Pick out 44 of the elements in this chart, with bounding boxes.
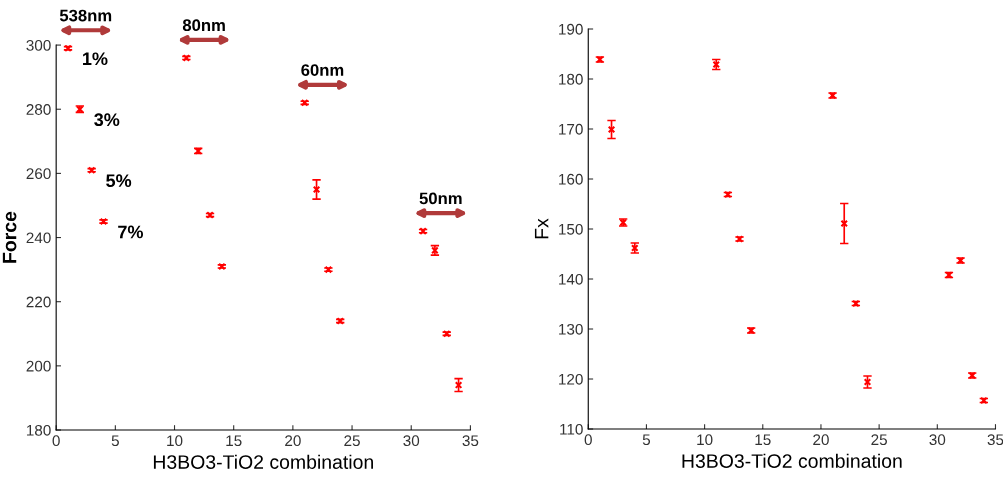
- x-axis-title: H3BO3-TiO2 combination: [682, 453, 902, 468]
- y-tick-label: 220: [26, 296, 51, 308]
- annotation: 60nm: [301, 64, 344, 76]
- text: 80nm: [182, 19, 225, 32]
- y-tick-label: 140: [559, 273, 583, 285]
- x-tick-label: 35: [987, 434, 1003, 446]
- x-tick-label: 30: [929, 434, 946, 446]
- x-tick-label: 10: [167, 435, 183, 447]
- x-tick-label: 15: [755, 434, 771, 446]
- annotation: 1%: [83, 52, 108, 66]
- y-tick-label: 280: [26, 104, 51, 115]
- y-tick-label: 150: [559, 223, 583, 235]
- x-tick-label: 20: [285, 435, 301, 447]
- x-tick-label: 5: [642, 434, 651, 446]
- y-tick-label: 190: [559, 23, 583, 35]
- x-tick-label: 0: [52, 435, 60, 447]
- annotation: 7%: [118, 225, 144, 239]
- annotation: 3%: [94, 113, 120, 127]
- y-tick-label: 240: [26, 232, 51, 244]
- x-tick-label: 15: [226, 435, 242, 447]
- x-axis-title: H3BO3-TiO2 combination: [153, 454, 373, 469]
- y-tick-label: 120: [559, 373, 583, 385]
- text: 538nm: [59, 9, 112, 22]
- y-tick-label: 300: [26, 39, 51, 51]
- annotation: 50nm: [419, 192, 462, 205]
- x-tick-label: 30: [403, 435, 420, 447]
- x-tick-label: 20: [813, 434, 829, 446]
- annotation: 5%: [106, 174, 132, 188]
- x-tick-label: 35: [462, 435, 479, 447]
- x-tick-label: 0: [584, 434, 592, 446]
- x-tick-label: 25: [344, 435, 360, 447]
- y-tick-label: 180: [26, 424, 51, 436]
- x-tick-label: 25: [871, 434, 887, 446]
- y-tick-label: 200: [26, 360, 51, 372]
- y-tick-label: 170: [559, 123, 583, 135]
- y-tick-label: 160: [559, 173, 583, 185]
- y-tick-label: 110: [560, 423, 583, 435]
- y-tick-label: 180: [559, 73, 583, 85]
- y-tick-label: 260: [26, 168, 51, 180]
- y-tick-label: 130: [559, 323, 583, 335]
- x-tick-label: 5: [111, 435, 119, 447]
- y-axis-title: Force: [2, 211, 17, 263]
- y-axis-title: Fx: [534, 218, 549, 239]
- x-tick-label: 10: [697, 434, 713, 446]
